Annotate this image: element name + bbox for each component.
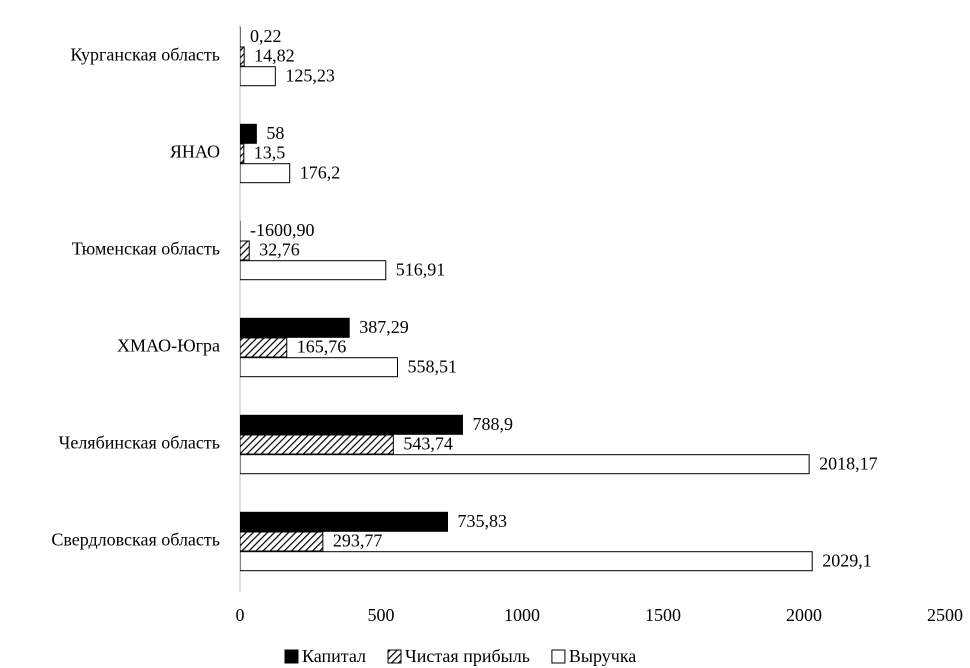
data-label: 788,9 bbox=[472, 414, 513, 434]
bar bbox=[240, 414, 463, 435]
bar bbox=[240, 551, 813, 572]
bar bbox=[240, 531, 324, 552]
y-tick-label: ХМАО-Югра bbox=[117, 336, 220, 356]
bar bbox=[240, 143, 245, 164]
bar bbox=[240, 454, 810, 475]
data-label: 0,22 bbox=[250, 26, 282, 46]
bar bbox=[240, 260, 387, 281]
data-label: 2029,1 bbox=[822, 550, 872, 570]
data-label: 125,23 bbox=[285, 65, 335, 85]
data-label: 735,83 bbox=[458, 511, 508, 531]
data-label: 165,76 bbox=[297, 337, 347, 357]
bar bbox=[240, 337, 288, 358]
legend-label: Капитал bbox=[302, 646, 366, 666]
data-label: 387,29 bbox=[359, 317, 409, 337]
bar bbox=[240, 240, 250, 261]
x-tick-label: 0 bbox=[236, 605, 245, 625]
legend-swatch bbox=[387, 649, 402, 664]
data-label: 543,74 bbox=[403, 434, 453, 454]
legend-swatch bbox=[284, 649, 299, 664]
y-tick-label: Курганская область bbox=[70, 45, 220, 65]
plot-area bbox=[240, 26, 813, 572]
x-tick-label: 2000 bbox=[786, 605, 822, 625]
bar bbox=[240, 66, 276, 87]
x-tick-label: 500 bbox=[368, 605, 395, 625]
bar bbox=[240, 511, 449, 532]
bar bbox=[240, 317, 350, 338]
data-label: 13,5 bbox=[254, 143, 286, 163]
x-tick-label: 2500 bbox=[927, 605, 963, 625]
x-tick-label: 1000 bbox=[504, 605, 540, 625]
bar bbox=[240, 123, 257, 144]
data-label: -1600,90 bbox=[250, 220, 315, 240]
legend-swatch bbox=[551, 649, 566, 664]
bar bbox=[240, 357, 398, 378]
bar bbox=[240, 220, 241, 241]
data-label: 558,51 bbox=[407, 356, 457, 376]
data-label: 516,91 bbox=[396, 259, 446, 279]
bar bbox=[240, 163, 291, 184]
legend-label: Выручка bbox=[569, 646, 636, 666]
legend-label: Чистая прибыль bbox=[405, 646, 530, 666]
data-label: 2018,17 bbox=[819, 453, 878, 473]
bar bbox=[240, 46, 245, 67]
y-tick-label: Свердловская область bbox=[51, 530, 220, 550]
data-label: 176,2 bbox=[300, 162, 341, 182]
y-tick-label: Тюменская область bbox=[72, 239, 220, 259]
data-label: 32,76 bbox=[259, 240, 300, 260]
y-tick-label: ЯНАО bbox=[170, 142, 220, 162]
data-label: 293,77 bbox=[333, 531, 383, 551]
data-label: 14,82 bbox=[254, 46, 295, 66]
y-tick-label: Челябинская область bbox=[59, 433, 220, 453]
bar bbox=[240, 434, 394, 455]
x-tick-label: 1500 bbox=[645, 605, 681, 625]
data-label: 58 bbox=[266, 123, 284, 143]
